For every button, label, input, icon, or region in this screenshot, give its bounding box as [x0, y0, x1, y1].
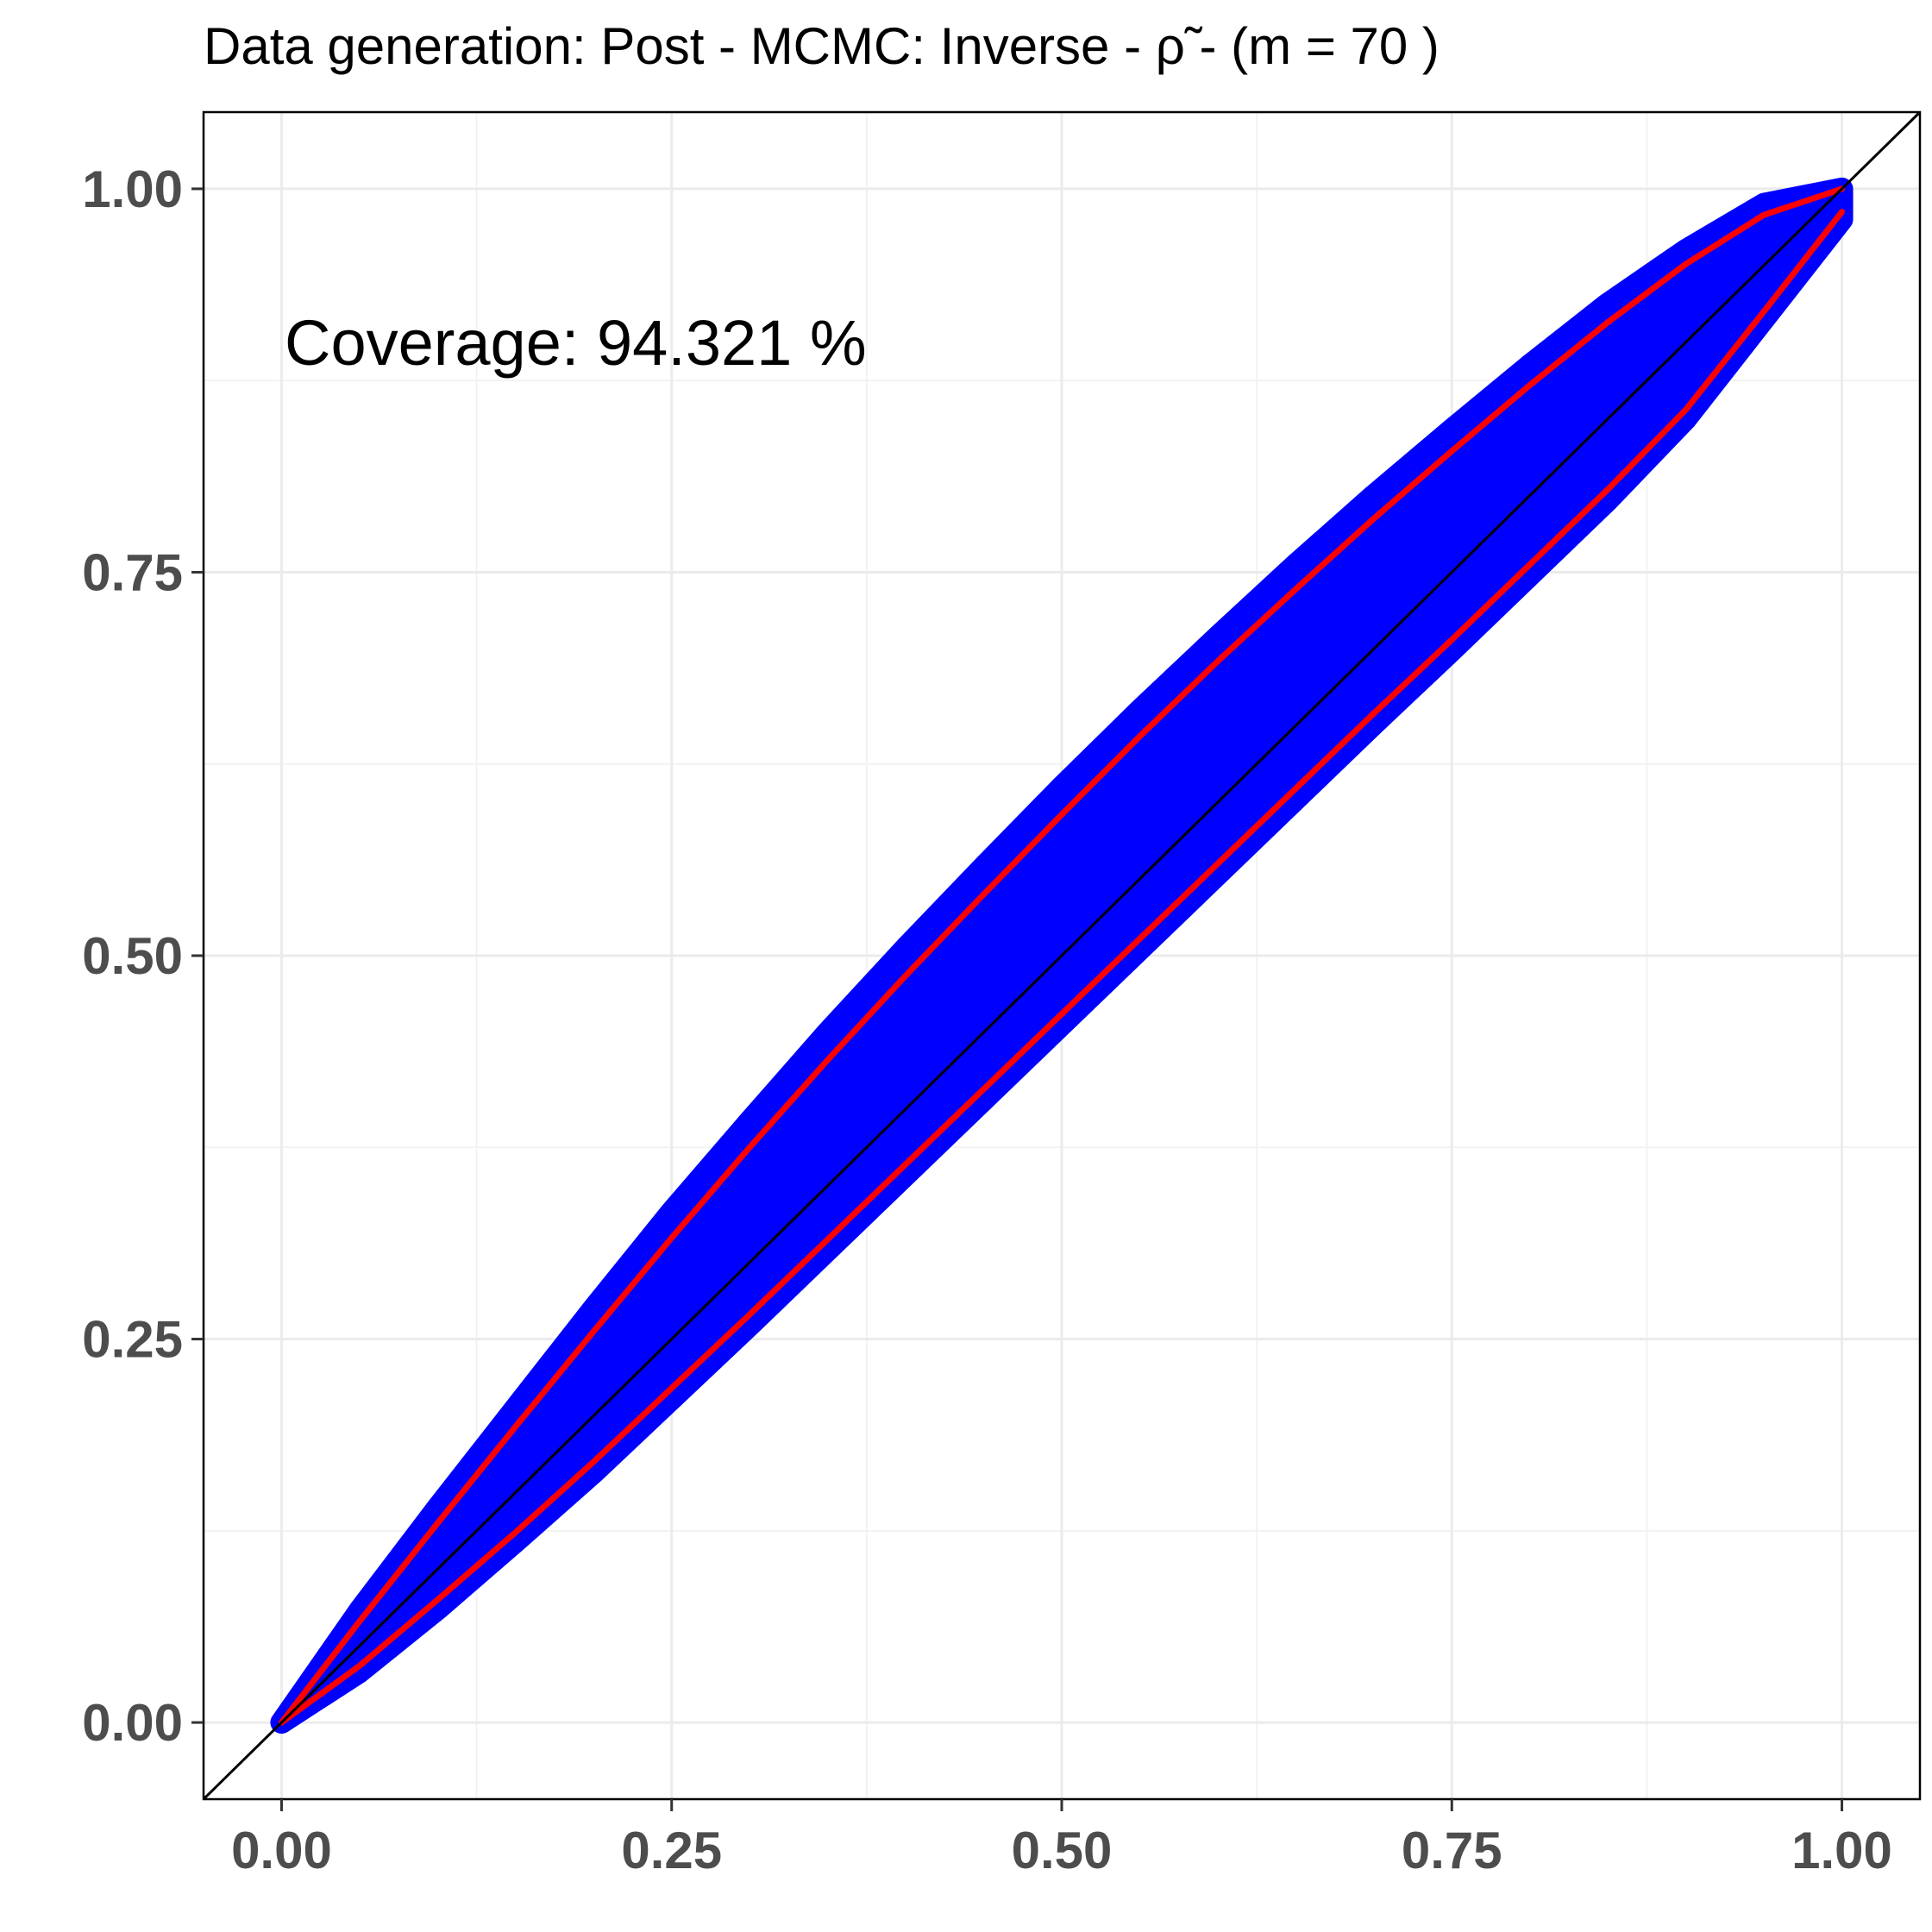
x-tick-label: 0.00 — [231, 1822, 332, 1879]
y-tick-label: 0.75 — [82, 543, 183, 601]
y-tick-label: 0.50 — [82, 927, 183, 985]
y-tick-label: 0.25 — [82, 1311, 183, 1369]
y-tick-label: 1.00 — [82, 160, 183, 218]
x-tick-label: 0.25 — [621, 1822, 722, 1879]
y-axis: 0.00 0.25 0.50 0.75 1.00 — [82, 160, 204, 1752]
reference-line — [202, 110, 1922, 1801]
x-tick-label: 0.75 — [1402, 1822, 1502, 1879]
chart-title: Data generation: Post - MCMC: Inverse - … — [204, 17, 1440, 75]
y-tick-label: 0.00 — [82, 1694, 183, 1752]
x-tick-label: 1.00 — [1791, 1822, 1892, 1879]
x-tick-label: 0.50 — [1012, 1822, 1113, 1879]
series-line-2 — [278, 209, 1846, 1726]
series-line-1 — [278, 185, 1846, 1726]
x-axis: 0.00 0.25 0.50 0.75 1.00 — [231, 1799, 1892, 1879]
series-layer — [278, 185, 1846, 1726]
coverage-annotation: Coverage: 94.321 % — [285, 307, 867, 379]
